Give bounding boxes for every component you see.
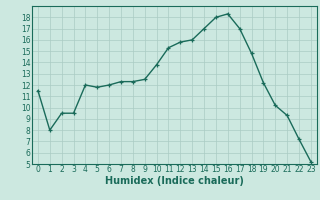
X-axis label: Humidex (Indice chaleur): Humidex (Indice chaleur) <box>105 176 244 186</box>
